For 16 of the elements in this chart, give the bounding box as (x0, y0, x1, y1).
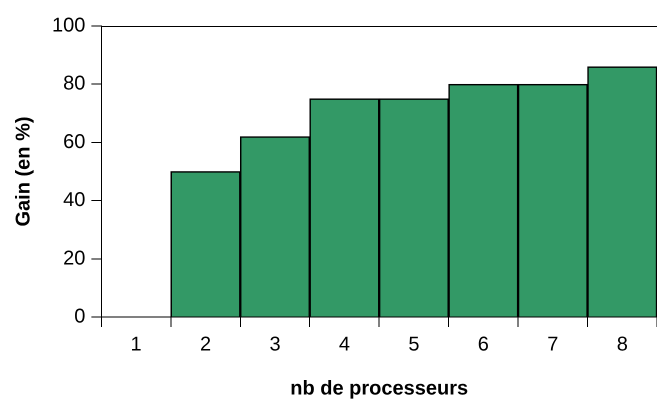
x-tick-label: 3 (269, 334, 281, 356)
y-tick-label: 0 (74, 306, 86, 328)
y-tick-label: 100 (52, 14, 86, 37)
x-axis-title: nb de processeurs (290, 378, 468, 400)
x-tick-label: 7 (547, 334, 558, 356)
y-tick-label: 20 (63, 247, 86, 270)
y-axis-title: Gain (en %) (12, 116, 35, 227)
x-tick-label: 4 (338, 334, 350, 356)
x-tick-label: 6 (478, 334, 489, 356)
x-tick-label: 5 (408, 334, 420, 356)
x-tick-label: 2 (200, 334, 212, 356)
y-tick-label: 40 (63, 189, 86, 212)
y-tick-label: 60 (63, 130, 86, 153)
x-tick-label: 8 (616, 334, 628, 356)
x-tick-label: 1 (130, 334, 142, 356)
y-tick-label: 80 (63, 72, 86, 95)
